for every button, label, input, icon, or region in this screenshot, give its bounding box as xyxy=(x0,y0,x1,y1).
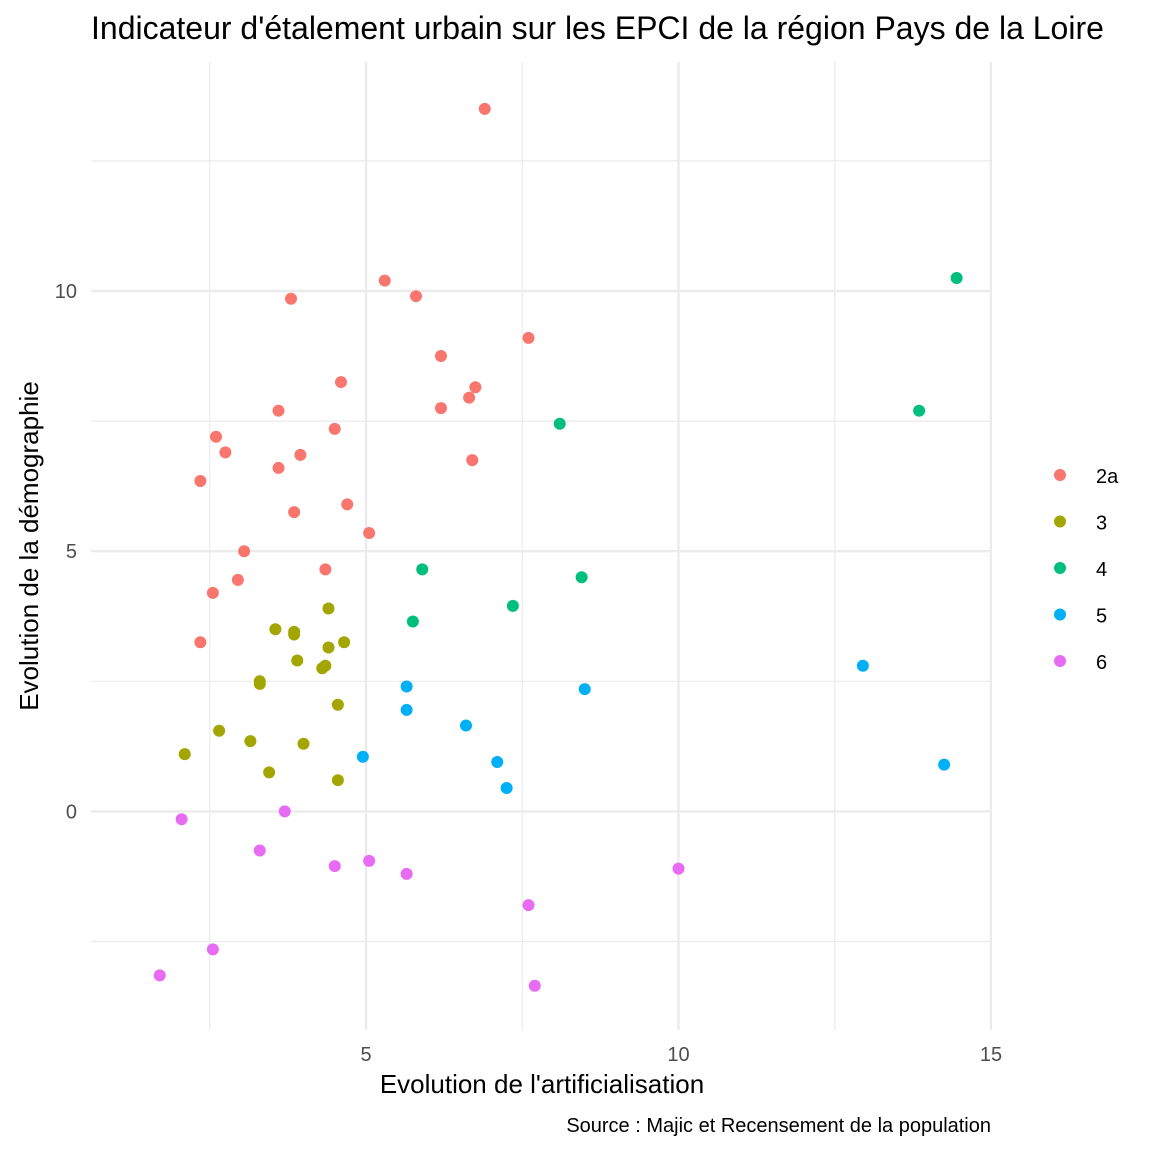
data-point-4 xyxy=(406,615,419,628)
axis-tick-labels: 5 10 15 0 5 10 xyxy=(55,281,1002,1066)
chart-title: Indicateur d'étalement urbain sur les EP… xyxy=(91,10,1104,46)
data-point-6 xyxy=(175,813,188,826)
data-point-6 xyxy=(153,969,166,982)
data-point-5 xyxy=(578,683,591,696)
data-point-6 xyxy=(522,899,535,912)
x-tick-label: 15 xyxy=(980,1044,1002,1066)
legend-label-4: 4 xyxy=(1096,559,1107,581)
data-point-5 xyxy=(500,782,513,794)
data-point-6 xyxy=(528,979,541,992)
data-point-3 xyxy=(331,698,344,711)
legend-key-4 xyxy=(1054,562,1066,574)
data-point-3 xyxy=(316,662,329,675)
data-point-2a xyxy=(219,446,232,459)
data-points xyxy=(153,102,963,992)
data-point-2a xyxy=(328,422,341,435)
data-point-3 xyxy=(253,677,266,690)
data-point-5 xyxy=(938,758,951,771)
data-point-2a xyxy=(378,274,391,287)
data-point-2a xyxy=(341,498,354,511)
data-point-2a xyxy=(206,586,219,599)
data-point-2a xyxy=(435,350,447,363)
data-point-2a xyxy=(522,331,535,344)
legend-key-6 xyxy=(1054,655,1066,667)
data-point-6 xyxy=(328,860,341,873)
data-point-6 xyxy=(400,867,413,880)
legend-label-2a: 2a xyxy=(1096,466,1119,488)
data-point-4 xyxy=(950,271,963,284)
data-point-6 xyxy=(363,854,376,867)
legend-key-5 xyxy=(1054,608,1066,621)
x-tick-label: 5 xyxy=(360,1044,371,1066)
legend-label-6: 6 xyxy=(1096,652,1107,674)
y-axis-title: Evolution de la démographie xyxy=(14,381,44,711)
data-point-3 xyxy=(331,774,344,787)
legend-key-3 xyxy=(1054,515,1066,528)
data-point-2a xyxy=(231,573,244,586)
data-point-4 xyxy=(575,571,588,584)
y-tick-label: 0 xyxy=(66,801,77,823)
data-point-5 xyxy=(400,680,413,693)
data-point-3 xyxy=(263,766,276,779)
data-point-2a xyxy=(335,376,347,389)
data-point-4 xyxy=(553,417,566,430)
x-axis-title: Evolution de l'artificialisation xyxy=(380,1069,704,1099)
data-point-5 xyxy=(356,750,369,763)
minor-gridlines xyxy=(91,62,991,1030)
data-point-2a xyxy=(272,404,285,417)
chart-caption: Source : Majic et Recensement de la popu… xyxy=(566,1115,991,1137)
data-point-3 xyxy=(322,641,335,654)
data-point-2a xyxy=(469,381,482,394)
data-point-2a xyxy=(410,290,422,303)
data-point-2a xyxy=(210,430,222,443)
data-point-2a xyxy=(463,391,476,404)
data-point-2a xyxy=(194,636,207,649)
data-point-2a xyxy=(238,545,251,558)
data-point-3 xyxy=(244,735,257,748)
data-point-3 xyxy=(291,654,304,667)
data-point-4 xyxy=(913,404,926,417)
major-gridlines xyxy=(91,62,993,1030)
legend: 2a 3 4 5 6 xyxy=(1054,466,1119,674)
data-point-5 xyxy=(856,659,869,672)
data-point-3 xyxy=(178,748,191,761)
data-point-3 xyxy=(288,628,301,641)
data-point-2a xyxy=(478,102,491,115)
data-point-6 xyxy=(672,862,685,875)
data-point-2a xyxy=(466,454,479,467)
data-point-2a xyxy=(319,563,332,576)
data-point-4 xyxy=(506,599,519,612)
data-point-2a xyxy=(194,474,207,487)
data-point-5 xyxy=(491,755,504,768)
data-point-6 xyxy=(206,943,219,956)
data-point-3 xyxy=(338,636,351,649)
data-point-3 xyxy=(269,623,282,636)
legend-label-3: 3 xyxy=(1096,513,1107,535)
data-point-3 xyxy=(213,724,226,737)
data-point-6 xyxy=(253,844,266,857)
data-point-2a xyxy=(294,448,307,461)
data-point-2a xyxy=(285,292,297,305)
y-tick-label: 10 xyxy=(55,281,77,303)
data-point-2a xyxy=(288,506,301,519)
data-point-5 xyxy=(400,703,413,716)
legend-label-5: 5 xyxy=(1096,606,1107,628)
data-point-3 xyxy=(322,602,335,615)
legend-key-2a xyxy=(1054,469,1066,481)
data-point-2a xyxy=(435,402,447,415)
y-tick-label: 5 xyxy=(66,541,77,563)
data-point-5 xyxy=(460,719,472,732)
data-point-4 xyxy=(416,563,429,576)
x-tick-label: 10 xyxy=(667,1044,689,1066)
data-point-3 xyxy=(297,737,310,750)
data-point-6 xyxy=(278,805,291,818)
data-point-2a xyxy=(272,461,285,474)
data-point-2a xyxy=(363,526,376,539)
